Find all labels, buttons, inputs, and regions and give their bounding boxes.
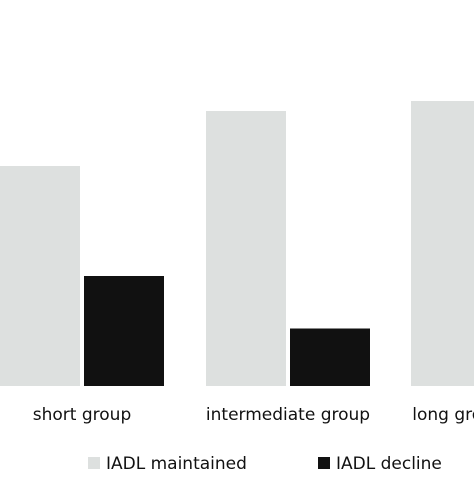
- bar-iadl-decline-short-group: [84, 276, 164, 386]
- bar-iadl-maintained-long-group: [411, 101, 474, 386]
- x-tick-label: long group: [412, 405, 474, 425]
- bars-layer: [0, 101, 474, 386]
- legend-swatch: [88, 457, 100, 469]
- legend-label: IADL decline: [336, 454, 442, 474]
- legend-label: IADL maintained: [106, 454, 247, 474]
- bar-iadl-decline-intermediate-group: [290, 328, 370, 386]
- bar-iadl-maintained-short-group: [0, 166, 80, 386]
- legend: IADL maintained IADL decline: [88, 454, 442, 474]
- bar-iadl-maintained-intermediate-group: [206, 111, 286, 386]
- x-axis-tick-labels: short group intermediate group long group: [33, 405, 474, 425]
- legend-item-iadl-decline: IADL decline: [318, 454, 442, 474]
- x-tick-label: short group: [33, 405, 131, 425]
- x-tick-label: intermediate group: [206, 405, 370, 425]
- legend-swatch: [318, 457, 330, 469]
- legend-item-iadl-maintained: IADL maintained: [88, 454, 247, 474]
